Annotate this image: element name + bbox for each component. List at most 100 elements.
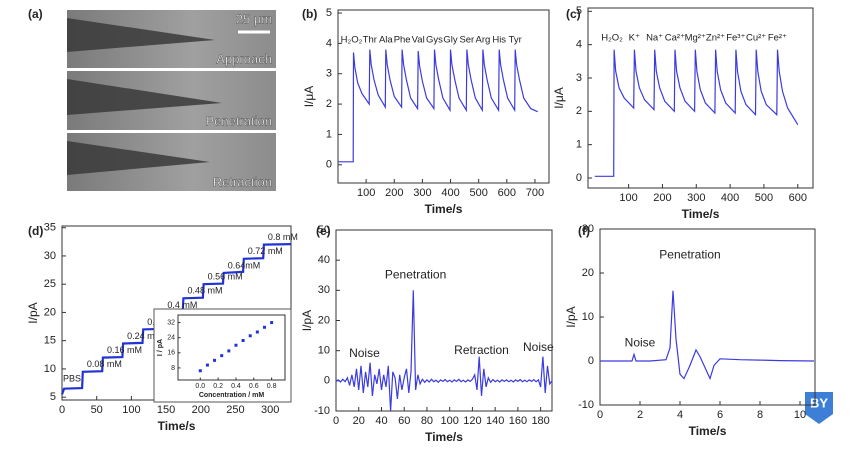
annotation: Penetration [659, 248, 720, 262]
y-tick-label: 16 [167, 350, 175, 357]
x-tick-label: 0.2 [213, 383, 223, 390]
x-axis-label: Time/s [689, 424, 727, 438]
x-tick-label: 300 [687, 192, 705, 204]
x-tick-label: 250 [226, 404, 244, 416]
data-point [262, 325, 266, 329]
annotation: Ca²⁺ [665, 33, 685, 44]
x-tick-label: 200 [192, 404, 210, 416]
x-tick-label: 100 [357, 187, 375, 199]
x-tick-label: 0.4 [231, 383, 241, 390]
y-tick-label: 30 [318, 284, 330, 296]
y-tick-label: 10 [318, 345, 330, 357]
y-tick-label: 30 [582, 223, 594, 235]
x-tick-label: 600 [498, 187, 516, 199]
y-tick-label: 32 [167, 319, 175, 326]
x-axis-label: Concentration / mM [199, 392, 265, 399]
annotation: Noise [349, 346, 380, 360]
y-tick-label: 8 [171, 365, 175, 372]
annotation: Arg [475, 35, 490, 46]
y-tick-label: 20 [44, 306, 56, 318]
y-axis-label: I/μA [302, 86, 316, 108]
data-point [227, 349, 231, 353]
y-tick-label: 40 [318, 254, 330, 266]
annotation: Ala [379, 35, 393, 46]
x-tick-label: 8 [757, 409, 763, 421]
x-tick-label: 100 [122, 404, 140, 416]
y-tick-label: 0 [576, 172, 582, 184]
annotation: K⁺ [629, 33, 640, 44]
y-tick-label: 4 [326, 37, 332, 49]
x-tick-label: 100 [441, 415, 459, 427]
y-tick-label: 35 [44, 222, 56, 234]
x-tick-label: 180 [531, 415, 549, 427]
x-tick-label: 700 [526, 187, 544, 199]
y-tick-label: 0 [324, 375, 330, 387]
watermark-badge [805, 392, 833, 424]
y-tick-label: 50 [318, 224, 330, 236]
annotation: Cu²⁺ [746, 33, 766, 44]
y-tick-label: 0 [326, 159, 332, 171]
x-tick-label: 4 [677, 409, 683, 421]
x-tick-label: 0.8 [267, 383, 277, 390]
x-tick-label: 200 [385, 187, 403, 199]
annotation: Ser [459, 35, 474, 46]
annotation: 0.4 mM [167, 300, 197, 310]
x-tick-label: 300 [261, 404, 279, 416]
y-tick-label: 0 [588, 355, 594, 367]
data-point [213, 358, 217, 362]
panel-label: (d) [28, 224, 43, 238]
data-line [594, 49, 799, 177]
panel-label: (a) [28, 7, 43, 21]
plot-frame [587, 7, 814, 189]
x-tick-label: 60 [398, 415, 410, 427]
x-tick-label: 0 [597, 409, 603, 421]
y-tick-label: -10 [314, 405, 330, 417]
data-point [241, 339, 245, 343]
watermark-text: BY [810, 395, 828, 410]
x-tick-label: 50 [91, 404, 103, 416]
annotation: Gys [426, 35, 443, 46]
x-axis-label: Time/s [158, 419, 196, 433]
x-tick-label: 140 [486, 415, 504, 427]
y-tick-label: -10 [578, 399, 594, 411]
x-tick-label: 400 [721, 192, 739, 204]
y-axis-label: I/μA [552, 87, 566, 109]
frame-label: Retraction [213, 174, 272, 189]
x-axis-label: Time/s [682, 207, 720, 221]
plot-frame [337, 9, 550, 184]
y-tick-label: 30 [44, 250, 56, 262]
annotation: Tyr [509, 35, 522, 46]
plot-frame [177, 314, 286, 381]
x-tick-label: 150 [157, 404, 175, 416]
x-tick-label: 2 [637, 409, 643, 421]
annotation: 0.48 mM [187, 286, 222, 296]
data-line [335, 290, 553, 412]
y-tick-label: 10 [44, 363, 56, 375]
panel-label: (c) [566, 7, 581, 21]
y-axis-label: I/pA [300, 310, 314, 331]
x-tick-label: 120 [463, 415, 481, 427]
annotation: Noise [625, 336, 656, 350]
x-tick-label: 0 [59, 404, 65, 416]
annotation: 0.08 mM [87, 359, 122, 369]
annotation: 0.64mM [228, 260, 261, 270]
annotation: Zn²⁺ [706, 33, 725, 44]
y-tick-label: 10 [582, 311, 594, 323]
pipette [67, 141, 210, 175]
y-tick-label: 2 [576, 105, 582, 117]
data-point [248, 334, 252, 338]
x-tick-label: 20 [353, 415, 365, 427]
pipette [67, 18, 215, 52]
annotation: Fe²⁺ [768, 33, 787, 44]
x-axis-label: Time/s [425, 430, 463, 444]
x-tick-label: 500 [469, 187, 487, 199]
x-tick-label: 10 [794, 409, 806, 421]
annotation: Noise [523, 340, 554, 354]
annotation: Retraction [454, 343, 509, 357]
panel-label: (b) [302, 7, 317, 21]
data-point [198, 369, 202, 373]
y-tick-label: 1 [576, 139, 582, 151]
x-tick-label: 200 [653, 192, 671, 204]
annotation: 0.56 mM [208, 272, 243, 282]
